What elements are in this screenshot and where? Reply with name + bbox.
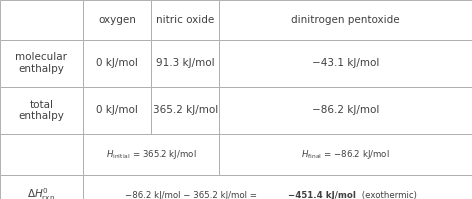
Text: dinitrogen pentoxide: dinitrogen pentoxide [291,15,400,25]
Bar [151,87,219,134]
Text: 91.3 kJ/mol: 91.3 kJ/mol [156,58,215,68]
Text: −86.2 kJ/mol: −86.2 kJ/mol [312,105,379,115]
Text: total
enthalpy: total enthalpy [18,100,64,121]
Text: (exothermic): (exothermic) [359,190,417,199]
Text: −43.1 kJ/mol: −43.1 kJ/mol [312,58,379,68]
Bar [83,134,219,175]
Bar [0,134,83,175]
Text: nitric oxide: nitric oxide [156,15,214,25]
Text: −86.2 kJ/mol − 365.2 kJ/mol = −451.4 kJ/mol (exothermic): −86.2 kJ/mol − 365.2 kJ/mol = −451.4 kJ/… [151,190,404,199]
Bar [0,0,83,40]
Text: 365.2 kJ/mol: 365.2 kJ/mol [152,105,218,115]
Bar [219,87,472,134]
Text: −86.2 kJ/mol − 365.2 kJ/mol =: −86.2 kJ/mol − 365.2 kJ/mol = [125,190,260,199]
Text: 0 kJ/mol: 0 kJ/mol [96,105,138,115]
Bar [151,40,219,87]
Bar [83,0,151,40]
Bar [219,134,472,175]
Bar [0,175,83,199]
Text: −451.4 kJ/mol: −451.4 kJ/mol [288,190,356,199]
Bar [0,87,83,134]
Text: oxygen: oxygen [98,15,136,25]
Bar [83,87,151,134]
Bar [219,0,472,40]
Bar [151,0,219,40]
Bar [83,40,151,87]
Bar [219,40,472,87]
Text: $H_{\rm final}$ = −86.2 kJ/mol: $H_{\rm final}$ = −86.2 kJ/mol [301,148,390,161]
Text: 0 kJ/mol: 0 kJ/mol [96,58,138,68]
Bar [83,175,472,199]
Text: $\Delta H^0_{\rm rxn}$: $\Delta H^0_{\rm rxn}$ [27,187,55,199]
Text: $H_{\rm initial}$ = 365.2 kJ/mol: $H_{\rm initial}$ = 365.2 kJ/mol [106,148,196,161]
Text: molecular
enthalpy: molecular enthalpy [15,52,67,74]
Bar [0,40,83,87]
